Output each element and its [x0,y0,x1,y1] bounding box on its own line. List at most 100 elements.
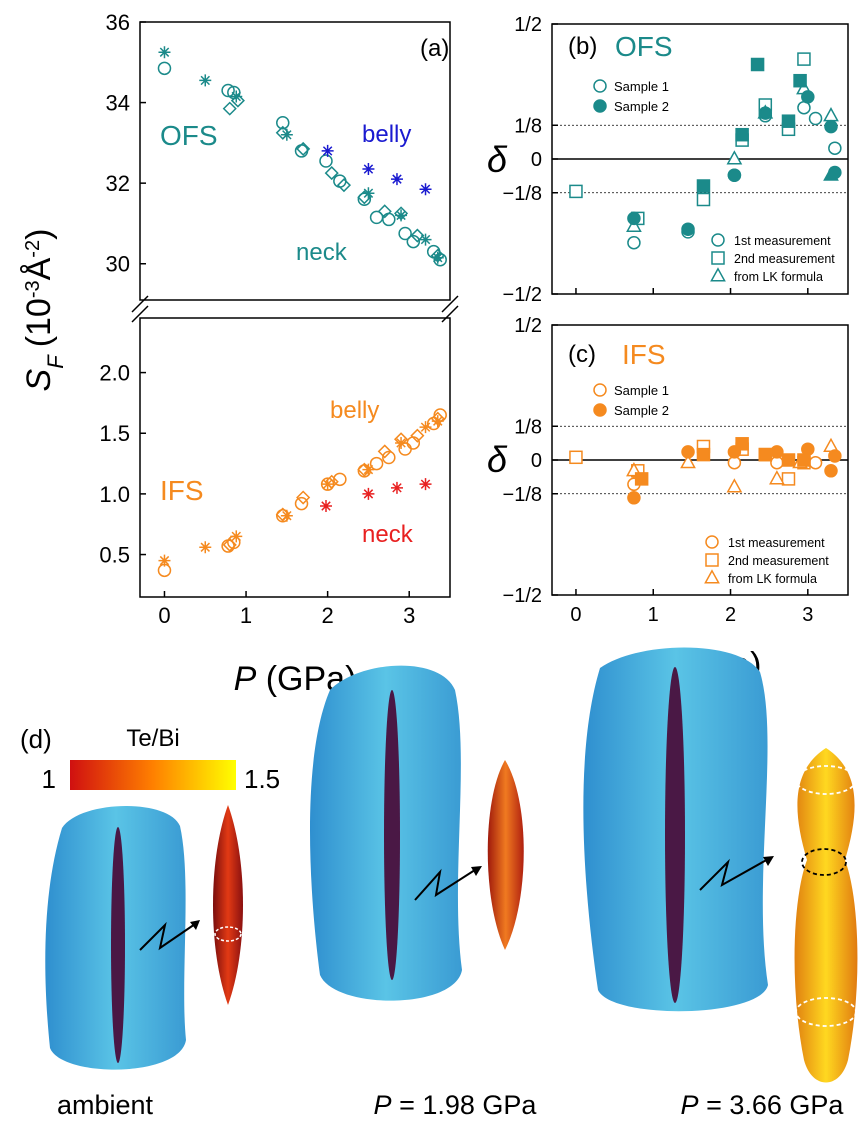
caption: ambient [57,1090,154,1120]
marker-circle [627,211,641,226]
fermi-surface-366 [583,647,858,1083]
marker-square [735,127,749,142]
marker-diamond [296,141,311,156]
marker-circle [593,79,607,93]
panel-subtitle: OFS [615,31,673,62]
surface-slit [384,690,400,980]
legend-label: 1st measurement [728,536,825,550]
marker-asterisk [419,233,432,246]
arrow [699,857,771,891]
legend-label: Sample 2 [614,403,669,418]
marker-circle [824,119,838,134]
marker-asterisk [362,487,375,500]
annotation: OFS [160,120,218,151]
y-tick-label: 1/2 [514,14,542,36]
marker-asterisk [230,90,243,103]
marker-triangle [726,150,743,165]
y-label-symbol: S [20,368,58,391]
marker-circle [593,403,607,417]
marker-triangle [769,470,785,485]
marker-circle [369,456,384,471]
marker-triangle [710,267,726,282]
marker-square [569,450,583,465]
marker-triangle [823,107,839,122]
marker-asterisk [321,144,334,157]
marker-square [696,192,711,207]
marker-circle [382,212,396,227]
marker-asterisk [280,128,293,141]
marker-circle [593,99,607,113]
y-tick-label: 1/2 [514,315,542,337]
marker-circle [276,115,290,130]
marker-square [735,437,749,451]
axis-break [131,295,459,323]
colorbar-tick-label: 1.5 [244,764,280,794]
marker-circle [333,174,347,188]
marker-circle [157,61,172,76]
y-tick-label: 1.0 [99,482,130,507]
marker-triangle [626,217,642,233]
marker-asterisk [362,163,375,176]
inner-surface [487,760,524,950]
break-mark [441,305,459,323]
marker-circle [808,111,823,126]
marker-diamond [377,204,392,219]
marker-square [781,472,796,486]
caption: P = 1.98 GPa [374,1090,538,1120]
marker-asterisk [320,500,332,513]
marker-asterisk [431,251,444,264]
marker-asterisk [362,187,375,200]
marker-diamond [410,428,425,443]
annotation: belly [330,397,379,424]
marker-asterisk [390,173,403,186]
legend-label: from LK formula [728,572,817,586]
marker-diamond [222,537,237,552]
y-tick-label: 1.5 [99,421,130,446]
x-tick-label: 2 [725,604,736,626]
fermi-surface-198 [310,665,524,1001]
arrow [139,921,199,951]
marker-asterisk [199,541,212,554]
panel-subtitle: IFS [622,339,666,370]
marker-square [696,447,711,462]
marker-square [797,52,811,66]
marker-asterisk [158,46,171,59]
y-tick-label: 1/8 [514,115,542,137]
y-label-open: (10 [20,298,58,347]
y-label-subscript: F [43,354,68,369]
x-tick-label: 3 [403,603,415,628]
legend-label: Sample 2 [614,99,669,114]
arrow-head [763,856,774,866]
marker-circle [398,226,412,241]
marker-asterisk [199,74,212,87]
y-tick-label: −1/8 [503,484,542,506]
marker-triangle [823,166,839,181]
break-mark [131,295,149,313]
orbit [795,765,857,795]
orbit [795,997,857,1027]
colorbar [70,760,236,790]
y-tick-label: −1/2 [503,284,542,306]
marker-circle [294,496,309,511]
annotation: neck [296,239,348,266]
panel-label: (a) [420,35,449,62]
marker-circle [808,455,823,470]
marker-circle [824,464,838,478]
legend-label: 2nd measurement [728,554,829,568]
marker-triangle [704,569,720,584]
y-tick-label: 34 [106,90,130,115]
x-tick-label: 3 [802,604,813,626]
plot-frame [139,317,451,598]
marker-circle [681,222,695,236]
surface-slit [665,667,685,1003]
y-tick-label: 2.0 [99,361,130,386]
y-tick-label: 36 [106,10,130,35]
panel-label: (b) [568,33,597,60]
marker-square [634,472,649,486]
legend-label: Sample 1 [614,383,669,398]
marker-asterisk [362,463,375,476]
marker-diamond [324,166,339,181]
marker-circle [333,472,347,487]
colorbar-title: Te/Bi [126,725,179,752]
